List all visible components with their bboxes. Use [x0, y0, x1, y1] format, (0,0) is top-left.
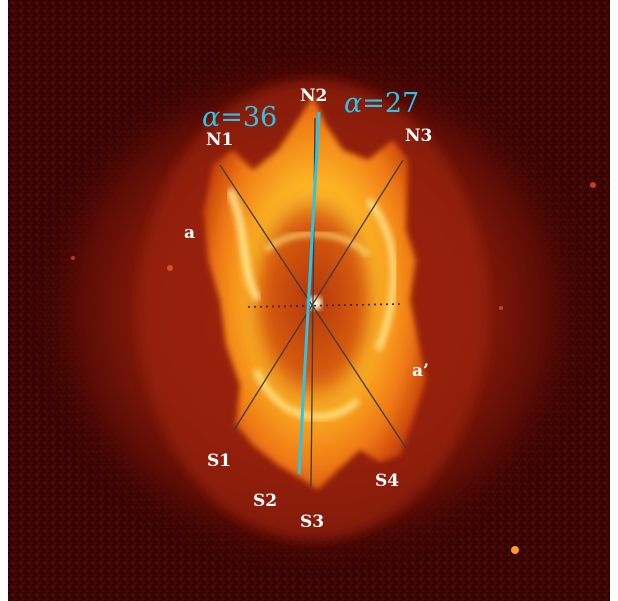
angle-left-symbol: α	[202, 102, 220, 133]
angle-right: α=27	[344, 88, 419, 119]
angle-right-value: 27	[385, 88, 419, 119]
label-s3: S3	[300, 512, 324, 532]
field-star	[167, 265, 173, 271]
guide-line-n3-s1	[233, 159, 404, 431]
equator-dotted-line	[247, 303, 401, 308]
label-s2: S2	[253, 491, 277, 511]
field-star	[590, 182, 596, 188]
label-n2: N2	[300, 86, 327, 106]
symmetry-axis	[297, 111, 321, 475]
label-a: a	[184, 223, 195, 243]
field-star	[511, 546, 519, 554]
label-s1: S1	[207, 451, 231, 471]
field-star	[71, 256, 75, 260]
label-a-prime: a’	[412, 361, 429, 381]
angle-left-value: 36	[243, 102, 277, 133]
nebula-figure: N2 N1 N3 a a’ S1 S4 S2 S3 α=36 α=27	[8, 0, 610, 601]
label-n3: N3	[405, 126, 432, 146]
angle-right-equals: =	[362, 88, 385, 119]
label-s4: S4	[375, 471, 399, 491]
angle-right-symbol: α	[344, 88, 362, 119]
rim-highlight-right	[365, 197, 398, 352]
angle-left: α=36	[202, 102, 277, 133]
rim-highlight-left	[226, 188, 262, 303]
label-n1: N1	[206, 130, 233, 150]
nebula-image: N2 N1 N3 a a’ S1 S4 S2 S3 α=36 α=27	[8, 0, 610, 601]
rim-highlight-bottom	[252, 368, 361, 421]
angle-left-equals: =	[220, 102, 243, 133]
field-star	[499, 306, 503, 310]
